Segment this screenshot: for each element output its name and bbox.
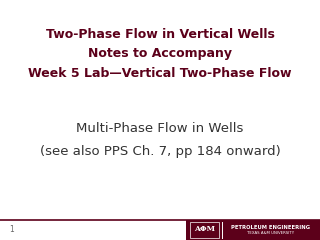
Bar xyxy=(186,220,320,240)
Text: 1: 1 xyxy=(10,225,14,234)
Text: TEXAS A&M UNIVERSITY: TEXAS A&M UNIVERSITY xyxy=(247,231,294,235)
Text: Notes to Accompany: Notes to Accompany xyxy=(88,48,232,60)
Text: (see also PPS Ch. 7, pp 184 onward): (see also PPS Ch. 7, pp 184 onward) xyxy=(40,145,280,158)
Text: Two-Phase Flow in Vertical Wells: Two-Phase Flow in Vertical Wells xyxy=(45,28,275,41)
Text: AΦM: AΦM xyxy=(194,225,215,234)
Bar xyxy=(190,222,219,238)
Text: PETROLEUM ENGINEERING: PETROLEUM ENGINEERING xyxy=(231,225,310,229)
Text: Week 5 Lab—Vertical Two-Phase Flow: Week 5 Lab—Vertical Two-Phase Flow xyxy=(28,67,292,80)
Text: Multi-Phase Flow in Wells: Multi-Phase Flow in Wells xyxy=(76,122,244,135)
